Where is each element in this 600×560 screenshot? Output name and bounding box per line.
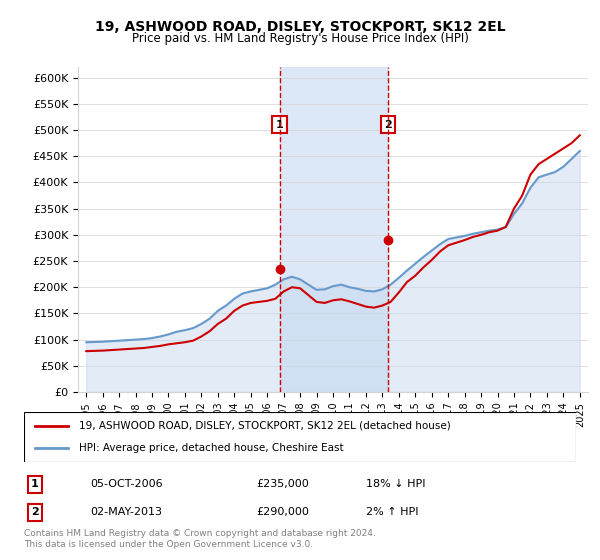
Text: Price paid vs. HM Land Registry's House Price Index (HPI): Price paid vs. HM Land Registry's House …: [131, 32, 469, 45]
Text: 02-MAY-2013: 02-MAY-2013: [90, 507, 162, 517]
Text: Contains HM Land Registry data © Crown copyright and database right 2024.
This d: Contains HM Land Registry data © Crown c…: [24, 529, 376, 549]
Text: 1: 1: [31, 479, 39, 489]
Text: 2% ↑ HPI: 2% ↑ HPI: [366, 507, 419, 517]
Text: 2: 2: [384, 120, 392, 130]
Text: 18% ↓ HPI: 18% ↓ HPI: [366, 479, 426, 489]
Text: £235,000: £235,000: [256, 479, 308, 489]
FancyBboxPatch shape: [24, 412, 576, 462]
Text: HPI: Average price, detached house, Cheshire East: HPI: Average price, detached house, Ches…: [79, 443, 344, 453]
Text: 2: 2: [31, 507, 39, 517]
Text: 05-OCT-2006: 05-OCT-2006: [90, 479, 163, 489]
Text: 19, ASHWOOD ROAD, DISLEY, STOCKPORT, SK12 2EL (detached house): 19, ASHWOOD ROAD, DISLEY, STOCKPORT, SK1…: [79, 421, 451, 431]
Text: 1: 1: [275, 120, 283, 130]
Bar: [280, 67, 388, 392]
Text: £290,000: £290,000: [256, 507, 309, 517]
Text: 19, ASHWOOD ROAD, DISLEY, STOCKPORT, SK12 2EL: 19, ASHWOOD ROAD, DISLEY, STOCKPORT, SK1…: [95, 20, 505, 34]
